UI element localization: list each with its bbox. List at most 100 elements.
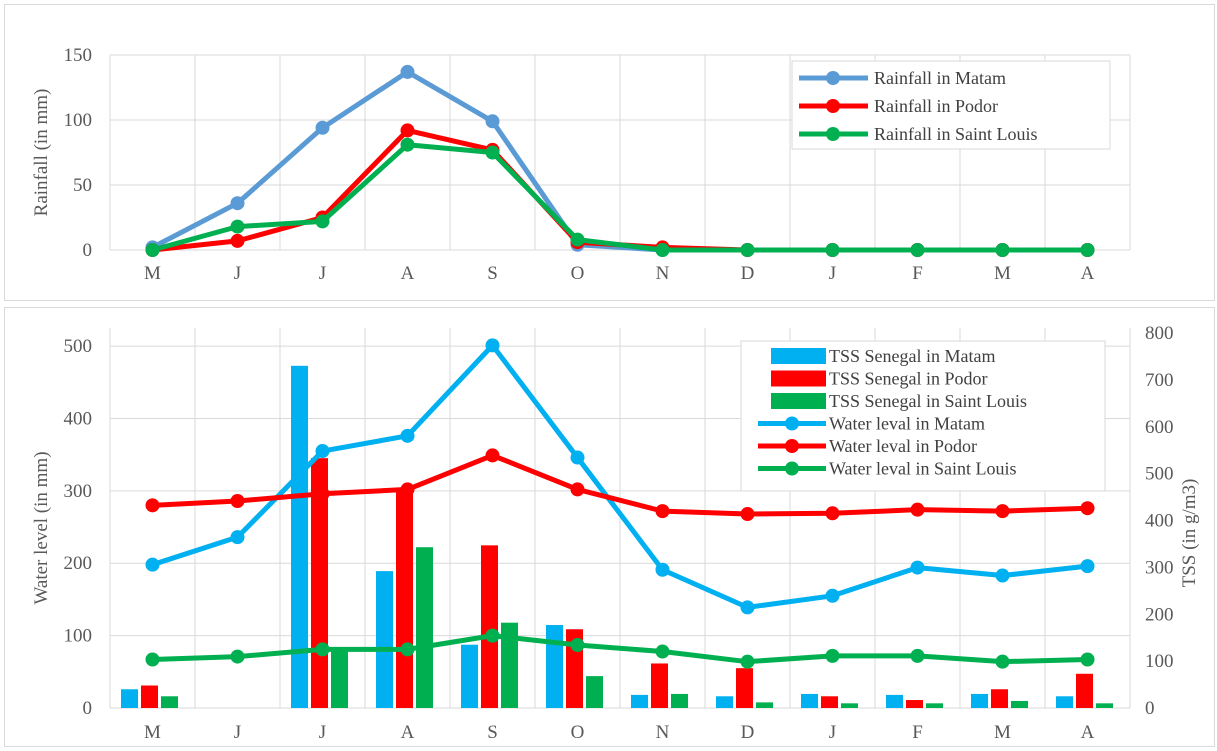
data-point: [1080, 501, 1095, 516]
data-point: [145, 652, 160, 667]
legend-marker: [785, 416, 799, 431]
series-line: [151, 342, 1088, 610]
data-point: [570, 638, 585, 653]
x-tick-label: J: [319, 263, 326, 284]
data-point: [570, 450, 585, 465]
y2-tick-label: 600: [1145, 417, 1174, 438]
tss-bar: [376, 571, 393, 708]
legend-marker: [826, 71, 840, 85]
tss-bar: [586, 676, 603, 708]
legend-marker: [826, 99, 840, 113]
data-point: [910, 502, 925, 517]
y-tick-label: 50: [73, 175, 92, 196]
data-point: [995, 568, 1010, 583]
data-point: [315, 214, 330, 229]
y2-tick-label: 0: [1145, 698, 1155, 719]
legend-label: Rainfall in Podor: [874, 96, 998, 116]
tss-bar: [416, 547, 433, 708]
data-point: [400, 482, 415, 497]
tss-bar: [631, 694, 648, 708]
tss-bar: [546, 625, 563, 708]
tss-bar: [291, 365, 308, 708]
data-point: [315, 120, 330, 135]
data-point: [825, 243, 840, 257]
data-point: [740, 654, 755, 669]
y-tick-label: 500: [64, 336, 93, 357]
data-point: [400, 64, 415, 79]
data-point: [230, 530, 245, 545]
data-point: [230, 233, 245, 248]
data-point: [570, 482, 585, 497]
tss-bar: [1076, 673, 1093, 708]
data-point: [570, 232, 585, 247]
data-point: [825, 588, 840, 603]
data-point: [400, 642, 415, 657]
data-point: [740, 507, 755, 522]
tss-bars: [121, 365, 1113, 708]
x-tick-label: A: [401, 263, 415, 284]
tss-bar: [736, 668, 753, 708]
tss-bar: [651, 663, 668, 708]
water-tss-chart-panel: 0 100 200 300 400 500 0 100 200 300 400 500 600 700 8…: [4, 307, 1215, 747]
data-point: [485, 628, 500, 643]
data-point: [145, 557, 160, 572]
data-point: [995, 654, 1010, 669]
x-tick-label: J: [829, 722, 836, 743]
legend-label: Water leval in Saint Louis: [829, 459, 1017, 479]
x-tick-label: N: [656, 722, 670, 743]
data-point: [315, 642, 330, 657]
tss-bar: [396, 489, 413, 708]
tss-bar: [926, 703, 943, 708]
tss-bar: [1011, 700, 1028, 708]
tss-bar: [671, 693, 688, 708]
y2-axis-title: TSS (in g/m3): [1179, 479, 1200, 588]
data-point: [655, 562, 670, 577]
legend-marker: [785, 461, 799, 476]
legend-label: Rainfall in Saint Louis: [874, 124, 1038, 144]
tss-bar: [481, 545, 498, 708]
data-point: [655, 644, 670, 659]
legend: TSS Senegal in Matam TSS Senegal in Podor…: [740, 340, 1106, 492]
legend-swatch: [771, 370, 826, 387]
y-tick-label: 150: [64, 45, 93, 66]
legend-swatch: [771, 348, 826, 364]
x-tick-label: O: [571, 722, 585, 743]
data-point: [655, 243, 670, 257]
series-line: [152, 633, 1088, 665]
tss-bar: [971, 693, 988, 708]
x-tick-label: S: [487, 722, 498, 743]
legend-swatch: [771, 393, 826, 409]
tss-bar: [886, 694, 903, 708]
x-tick-label: A: [401, 722, 415, 743]
x-tick-label: N: [656, 263, 670, 284]
series-line: [151, 142, 1088, 253]
y-tick-label: 400: [64, 408, 93, 429]
water-tss-chart: 0 100 200 300 400 500 0 100 200 300 400 500 600 700 8…: [31, 323, 1200, 743]
data-point: [230, 493, 245, 508]
series-line: [152, 452, 1088, 517]
data-point: [1080, 559, 1095, 574]
data-point: [740, 600, 755, 615]
tss-bar: [141, 685, 158, 708]
tss-bar: [501, 622, 518, 708]
data-point: [485, 448, 500, 463]
data-point: [485, 145, 500, 160]
y2-tick-label: 100: [1145, 651, 1174, 672]
data-point: [910, 560, 925, 575]
tss-bar: [906, 700, 923, 708]
y-tick-label: 0: [83, 240, 93, 261]
x-tick-label: M: [994, 263, 1011, 284]
data-point: [230, 219, 245, 234]
x-tick-label: S: [487, 263, 498, 284]
x-tick-label: O: [571, 263, 585, 284]
legend-label: Water leval in Matam: [829, 414, 985, 434]
y-tick-label: 100: [64, 110, 93, 131]
legend-marker: [785, 439, 799, 453]
x-tick-label: J: [234, 263, 241, 284]
y2-tick-label: 500: [1145, 464, 1174, 485]
data-point: [655, 504, 670, 519]
x-tick-label: A: [1081, 722, 1095, 743]
data-point: [400, 137, 415, 152]
